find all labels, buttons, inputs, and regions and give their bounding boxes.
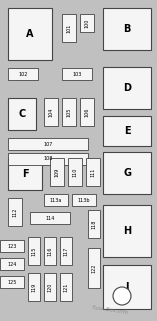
Bar [8, 8, 52, 60]
Text: H: H [123, 226, 131, 236]
Bar [8, 158, 42, 190]
Text: 120: 120 [48, 282, 52, 292]
Text: 114: 114 [45, 215, 55, 221]
Bar [0, 258, 24, 270]
Bar [103, 8, 151, 50]
Bar [62, 68, 92, 80]
Bar [88, 248, 100, 288]
Text: 102: 102 [18, 72, 28, 76]
Bar [62, 98, 76, 126]
Bar [103, 265, 151, 309]
Text: 116: 116 [48, 246, 52, 256]
Text: 113b: 113b [78, 197, 90, 203]
Bar [8, 153, 88, 165]
Text: 104: 104 [49, 107, 54, 117]
Text: 117: 117 [63, 246, 68, 256]
Text: D: D [123, 83, 131, 93]
Bar [88, 210, 100, 238]
Text: 100: 100 [84, 18, 89, 28]
Bar [0, 276, 24, 288]
Bar [80, 14, 94, 32]
Bar [0, 240, 24, 252]
Text: 125: 125 [7, 280, 17, 284]
Text: 115: 115 [32, 246, 36, 256]
Text: 124: 124 [7, 262, 17, 266]
Bar [28, 273, 40, 301]
Bar [60, 237, 72, 265]
Bar [103, 116, 151, 146]
Text: A: A [26, 29, 34, 39]
Bar [50, 158, 64, 186]
Text: E: E [124, 126, 130, 136]
Bar [44, 194, 68, 206]
Text: 110: 110 [73, 167, 78, 177]
Text: 123: 123 [7, 244, 17, 248]
Bar [103, 67, 151, 109]
Text: 103: 103 [72, 72, 82, 76]
Bar [44, 273, 56, 301]
Bar [62, 14, 76, 42]
Text: I: I [125, 282, 129, 292]
Bar [80, 98, 94, 126]
Bar [68, 158, 82, 186]
Text: 106: 106 [84, 107, 89, 117]
Bar [28, 237, 40, 265]
Text: F: F [22, 169, 28, 179]
Text: 112: 112 [13, 207, 17, 217]
Bar [8, 198, 22, 226]
Text: 109: 109 [54, 167, 60, 177]
Text: 119: 119 [32, 282, 36, 291]
Text: B: B [123, 24, 131, 34]
Bar [30, 212, 70, 224]
Text: 122: 122 [92, 263, 97, 273]
Circle shape [113, 287, 131, 305]
Text: 113a: 113a [50, 197, 62, 203]
Text: 108: 108 [43, 157, 53, 161]
Bar [72, 194, 96, 206]
Text: Fuse-Box.info: Fuse-Box.info [91, 305, 129, 315]
Text: 121: 121 [63, 282, 68, 292]
Bar [8, 68, 38, 80]
Bar [103, 152, 151, 194]
Bar [44, 237, 56, 265]
Bar [60, 273, 72, 301]
Text: G: G [123, 168, 131, 178]
Bar [8, 138, 88, 150]
Bar [44, 98, 58, 126]
Bar [103, 205, 151, 257]
Bar [86, 158, 100, 186]
Text: 101: 101 [67, 23, 71, 33]
Text: 107: 107 [43, 142, 53, 146]
Bar [8, 98, 36, 130]
Text: C: C [18, 109, 26, 119]
Text: 111: 111 [90, 167, 95, 177]
Text: 105: 105 [67, 107, 71, 117]
Text: 118: 118 [92, 219, 97, 229]
